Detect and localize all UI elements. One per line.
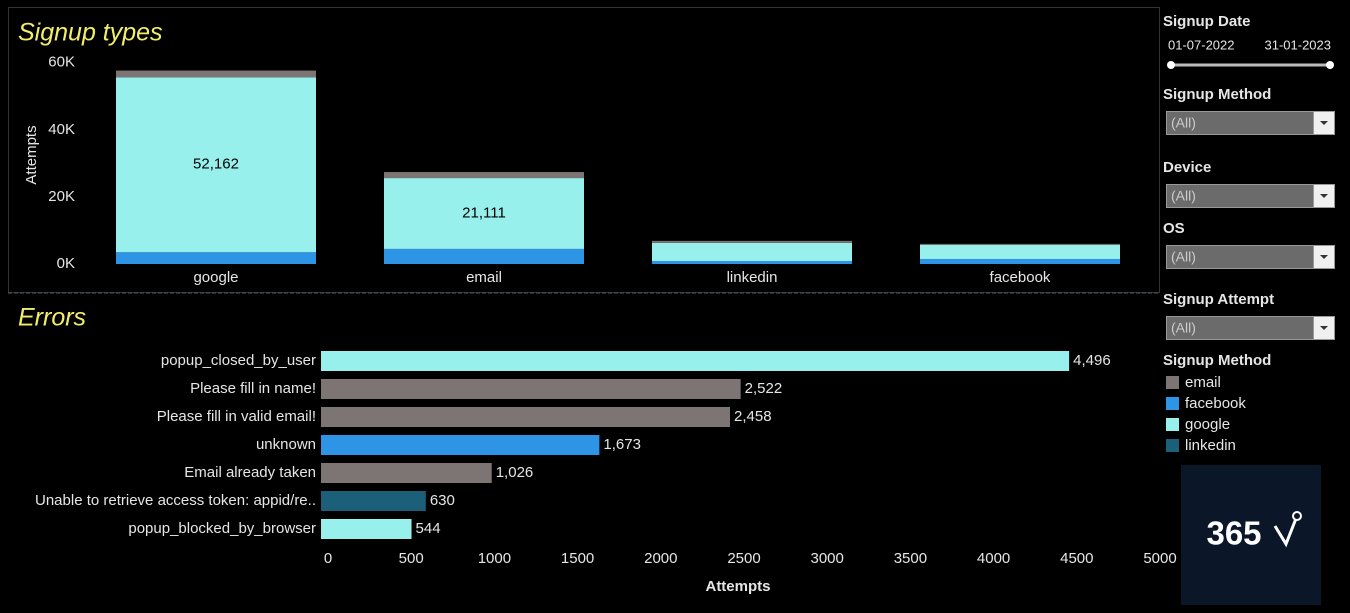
slider-handle[interactable] <box>1326 61 1334 69</box>
bar-segment <box>652 260 852 264</box>
dropdown-value: (All) <box>1171 115 1196 131</box>
data-label: 630 <box>430 492 455 509</box>
legend-title: Signup Method <box>1163 352 1271 369</box>
bar <box>321 519 412 539</box>
filter-label: OS <box>1163 220 1185 237</box>
bar <box>321 463 492 483</box>
logo-icon <box>1273 515 1299 548</box>
bar-segment <box>652 240 852 243</box>
y-tick-label: Email already taken <box>184 464 316 481</box>
y-tick-label: 20K <box>48 188 75 205</box>
x-tick-label: linkedin <box>727 269 778 286</box>
x-tick-label: 5000 <box>1143 550 1176 567</box>
dropdown-arrow <box>1320 121 1328 125</box>
bar <box>321 491 426 511</box>
data-label: 2,522 <box>745 380 783 397</box>
legend-label: facebook <box>1185 395 1246 412</box>
x-tick-label: 1000 <box>478 550 511 567</box>
x-tick-label: 4000 <box>977 550 1010 567</box>
x-tick-label: 3500 <box>894 550 927 567</box>
bar-segment <box>920 244 1120 259</box>
chart-title: Errors <box>18 304 86 332</box>
dropdown-arrow <box>1320 326 1328 330</box>
logo-box <box>1181 465 1321 605</box>
bar-segment <box>384 172 584 179</box>
filter-label: Signup Attempt <box>1163 291 1274 308</box>
y-tick-label: popup_blocked_by_browser <box>128 520 316 537</box>
y-axis-title: Attempts <box>23 125 40 184</box>
filter-label: Signup Method <box>1163 86 1271 103</box>
legend-swatch <box>1166 418 1179 431</box>
date-start: 01-07-2022 <box>1168 37 1235 52</box>
bar <box>321 351 1070 371</box>
x-tick-label: 500 <box>399 550 424 567</box>
bar-segment <box>384 178 584 249</box>
x-tick-label: facebook <box>990 269 1051 286</box>
legend-swatch <box>1166 376 1179 389</box>
x-tick-label: 0 <box>324 550 332 567</box>
legend-label: linkedin <box>1185 437 1236 454</box>
bar <box>321 407 731 427</box>
dropdown-value: (All) <box>1171 188 1196 204</box>
legend-swatch <box>1166 397 1179 410</box>
dropdown-value: (All) <box>1171 249 1196 265</box>
legend-swatch <box>1166 439 1179 452</box>
x-tick-label: email <box>466 269 502 286</box>
data-label: 544 <box>416 520 441 537</box>
y-tick-label: Please fill in name! <box>190 380 316 397</box>
y-tick-label: Unable to retrieve access token: appid/r… <box>35 492 316 509</box>
filter-label: Signup Date <box>1163 13 1251 30</box>
data-label: 1,026 <box>496 464 534 481</box>
bar-segment <box>920 258 1120 264</box>
x-tick-label: 1500 <box>561 550 594 567</box>
x-tick-label: 2500 <box>727 550 760 567</box>
filter-label: Device <box>1163 159 1211 176</box>
data-label: 2,458 <box>734 408 772 425</box>
x-tick-label: google <box>193 269 238 286</box>
logo: 365 <box>1206 515 1261 552</box>
dropdown-arrow <box>1320 194 1328 198</box>
bar-segment <box>920 243 1120 245</box>
chart-title: Signup types <box>18 19 163 47</box>
data-label: 52,162 <box>193 156 239 173</box>
bar-segment <box>116 70 316 78</box>
legend-label: email <box>1185 374 1221 391</box>
x-tick-label: 2000 <box>644 550 677 567</box>
dropdown-arrow <box>1320 255 1328 259</box>
x-tick-label: 3000 <box>811 550 844 567</box>
y-tick-label: 0K <box>57 255 75 272</box>
date-end: 31-01-2023 <box>1265 37 1332 52</box>
data-label: 21,111 <box>462 204 506 221</box>
y-tick-label: popup_closed_by_user <box>161 352 316 369</box>
bar-segment <box>116 252 316 264</box>
x-tick-label: 4500 <box>1060 550 1093 567</box>
bar <box>321 435 600 455</box>
y-tick-label: unknown <box>256 436 316 453</box>
data-label: 1,673 <box>603 436 641 453</box>
bar-segment <box>116 77 316 253</box>
logo-dot <box>1292 511 1302 521</box>
y-tick-label: 60K <box>48 54 75 71</box>
legend-label: google <box>1185 416 1230 433</box>
bar-segment <box>384 248 584 264</box>
dropdown-value: (All) <box>1171 320 1196 336</box>
bar-segment <box>652 242 852 261</box>
y-tick-label: 40K <box>48 121 75 138</box>
y-tick-label: Please fill in valid email! <box>157 408 316 425</box>
slider-handle[interactable] <box>1167 61 1175 69</box>
data-label: 4,496 <box>1073 352 1111 369</box>
bar <box>321 379 741 399</box>
x-axis-title: Attempts <box>705 578 770 595</box>
